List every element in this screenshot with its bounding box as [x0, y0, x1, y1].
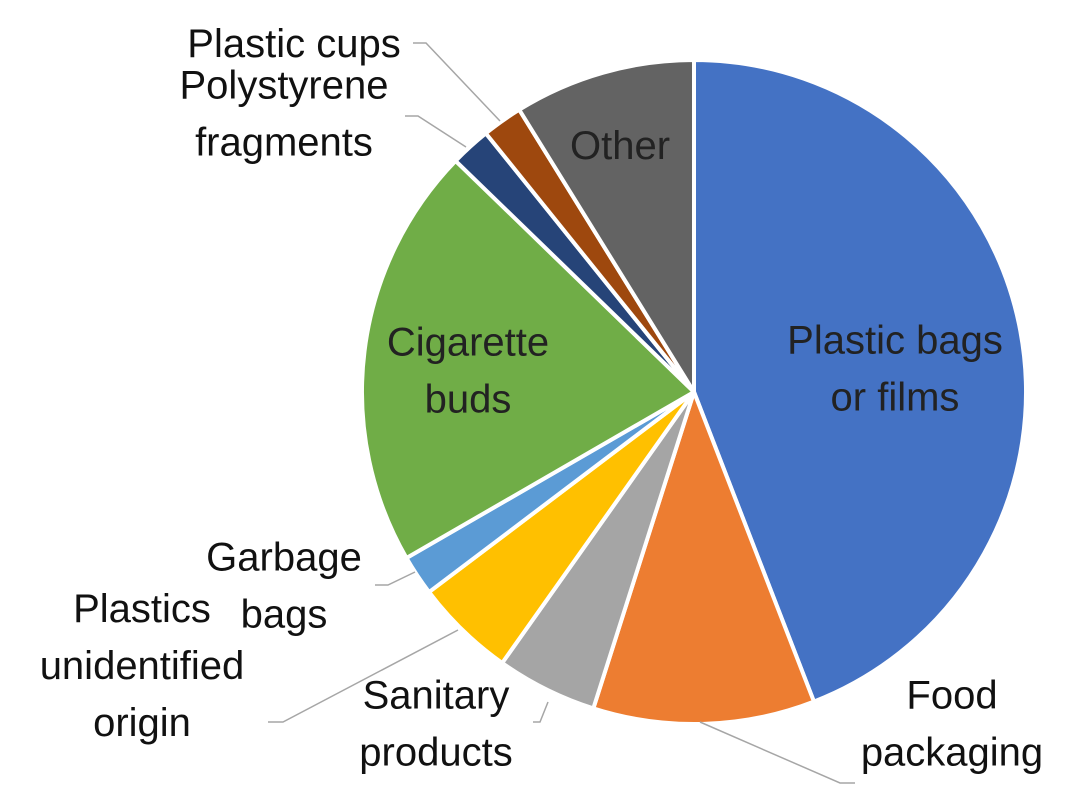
slice-label-plastic-cups: Plastic cups [187, 22, 400, 66]
slice-label-line: Polystyrene [180, 64, 389, 108]
slice-label-line: Plastic cups [187, 22, 400, 66]
slice-label-line: buds [425, 378, 512, 422]
slice-label-other: Other [570, 124, 670, 168]
pie-slice-cigarette-buds [360, 158, 696, 560]
pie-slice-other [517, 58, 696, 394]
leader-line-food-packaging [699, 721, 855, 784]
slice-label-line: Sanitary [363, 674, 510, 718]
pie-slices [360, 58, 1028, 726]
slice-label-line: Plastics [73, 587, 211, 631]
slice-label-plastics-unidentified-origin: Plastics unidentified origin [40, 587, 245, 745]
slice-label-line: fragments [195, 121, 373, 165]
slice-label-line: Food [906, 674, 997, 718]
slice-label-line: Garbage [206, 536, 362, 580]
slice-label-line: or films [831, 376, 960, 420]
slice-label-polystyrene-fragments: Polystyrene fragments [180, 64, 389, 165]
slice-label-line: Plastic bags [787, 319, 1003, 363]
slice-label-line: bags [241, 593, 328, 637]
slice-label-line: packaging [861, 731, 1043, 775]
slice-label-garbage-bags: Garbage bags [206, 536, 362, 637]
slice-label-line: unidentified [40, 644, 245, 688]
slice-label-sanitary-products: Sanitary products [359, 674, 512, 775]
leader-lines [268, 42, 855, 784]
slice-label-food-packaging: Food packaging [861, 674, 1043, 775]
slice-label-line: origin [93, 701, 191, 745]
leader-line-polystyrene-fragments [405, 115, 467, 148]
slice-label-line: Other [570, 124, 670, 168]
slice-labels: Plastic bags or films Food packaging Sanitar… [40, 22, 1043, 775]
slice-label-line: products [359, 731, 512, 775]
leader-line-garbage-bags [375, 571, 416, 586]
leader-line-plastic-cups [413, 42, 501, 122]
slice-label-line: Cigarette [387, 321, 549, 365]
leader-line-sanitary-products [533, 701, 549, 723]
leader-line-plastics-unidentified-origin [268, 629, 459, 723]
slice-label-plastic-bags-or-films: Plastic bags or films [787, 319, 1003, 420]
pie-slice-plastic-bags-or-films [692, 58, 1028, 704]
slice-label-cigarette-buds: Cigarette buds [387, 321, 549, 422]
